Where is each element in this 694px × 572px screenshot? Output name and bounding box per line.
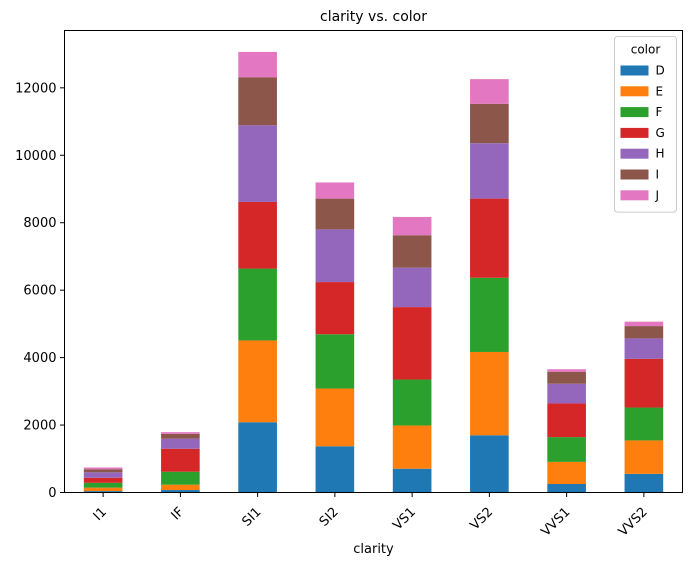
legend-label-j: J [655, 188, 660, 202]
x-tick-label: I1 [91, 505, 110, 524]
bar-segment [315, 334, 355, 389]
bar-segment [161, 484, 200, 491]
x-tick-label: SI2 [317, 505, 342, 530]
bar-segment [83, 487, 123, 492]
legend-swatch-g [620, 127, 649, 138]
bar-segment [470, 435, 509, 493]
bar-segment [624, 473, 664, 493]
bars-layer [83, 51, 664, 493]
y-tick-label: 6000 [23, 284, 56, 299]
y-tick-label: 12000 [15, 81, 56, 96]
bar-segment [315, 198, 355, 230]
bar-segment [83, 467, 123, 470]
bar-segment [83, 482, 123, 488]
bar-segment [392, 216, 432, 236]
bar-segment [238, 340, 277, 423]
legend-label-h: H [656, 147, 665, 161]
bar-segment [392, 468, 432, 493]
x-tick-label: VS2 [468, 505, 497, 534]
bar-segment [161, 432, 200, 434]
bar-segment [547, 383, 586, 404]
bar-segment [392, 235, 432, 268]
legend-label-e: E [656, 84, 664, 98]
bar-segment [547, 403, 586, 438]
y-tick-label: 8000 [23, 216, 56, 231]
bar-segment [470, 143, 509, 199]
legend-swatch-d [620, 65, 649, 76]
bar-segment [161, 438, 200, 449]
legend-swatch-f [620, 107, 649, 118]
bar-segment [470, 103, 509, 144]
bar-segment [315, 446, 355, 493]
legend-swatch-e [620, 86, 649, 97]
bar-segment [624, 326, 664, 339]
bar-segment [238, 51, 277, 78]
bar-segment [624, 358, 664, 408]
bar-segment [83, 472, 123, 478]
legend-label-d: D [656, 64, 665, 78]
bar-segment [315, 182, 355, 199]
bar-segment [83, 477, 123, 483]
bar-segment [547, 461, 586, 484]
legend-swatch-j [620, 190, 649, 201]
chart-title: clarity vs. color [320, 9, 427, 25]
legend-swatch-h [620, 148, 649, 159]
bar-segment [470, 79, 509, 104]
bar-segment [161, 448, 200, 472]
bar-segment [392, 267, 432, 308]
x-tick-label: VVS1 [539, 505, 574, 540]
bar-segment [624, 338, 664, 359]
legend-label-i: I [656, 168, 660, 182]
legend-box [614, 36, 677, 213]
x-axis-label: clarity [353, 542, 394, 557]
x-tick-label: VS1 [390, 505, 419, 534]
y-axis: 0 2000 4000 6000 8000 10000 12000 [15, 81, 65, 501]
y-tick-label: 4000 [23, 351, 56, 366]
bar-segment [624, 407, 664, 441]
bar-segment [315, 388, 355, 447]
bar-segment [161, 490, 200, 493]
legend-title: color [631, 43, 661, 57]
x-tick-label: VVS2 [616, 505, 651, 540]
plot-frame [64, 30, 683, 493]
bar-segment [392, 379, 432, 426]
bar-segment [547, 369, 586, 372]
bar-segment [238, 422, 277, 493]
y-tick-label: 0 [48, 486, 56, 501]
x-tick-label: SI1 [239, 505, 264, 530]
bar-segment [161, 471, 200, 485]
bar-segment [83, 491, 123, 493]
bar-segment [470, 277, 509, 352]
legend-swatch-i [620, 169, 649, 180]
bar-segment [161, 433, 200, 439]
bar-segment [315, 229, 355, 283]
bar-segment [392, 425, 432, 469]
bar-segment [238, 268, 277, 341]
x-tick-label: IF [169, 505, 188, 524]
bar-segment [238, 125, 277, 202]
bar-segment [238, 201, 277, 269]
legend-label-f: F [656, 105, 663, 119]
x-axis: I1 IF SI1 SI2 VS1 VS2 VVS1 VVS2 [91, 492, 651, 540]
bar-segment [315, 282, 355, 335]
bar-segment [547, 437, 586, 462]
y-tick-label: 2000 [23, 419, 56, 434]
bar-segment [470, 351, 509, 436]
bar-segment [392, 307, 432, 380]
bar-segment [83, 469, 123, 473]
legend-label-g: G [656, 126, 665, 140]
bar-segment [470, 198, 509, 278]
bar-segment [547, 484, 586, 493]
bar-segment [547, 371, 586, 384]
bar-segment [624, 321, 664, 327]
y-tick-label: 10000 [15, 149, 56, 164]
bar-segment [238, 77, 277, 126]
bar-segment [624, 440, 664, 474]
